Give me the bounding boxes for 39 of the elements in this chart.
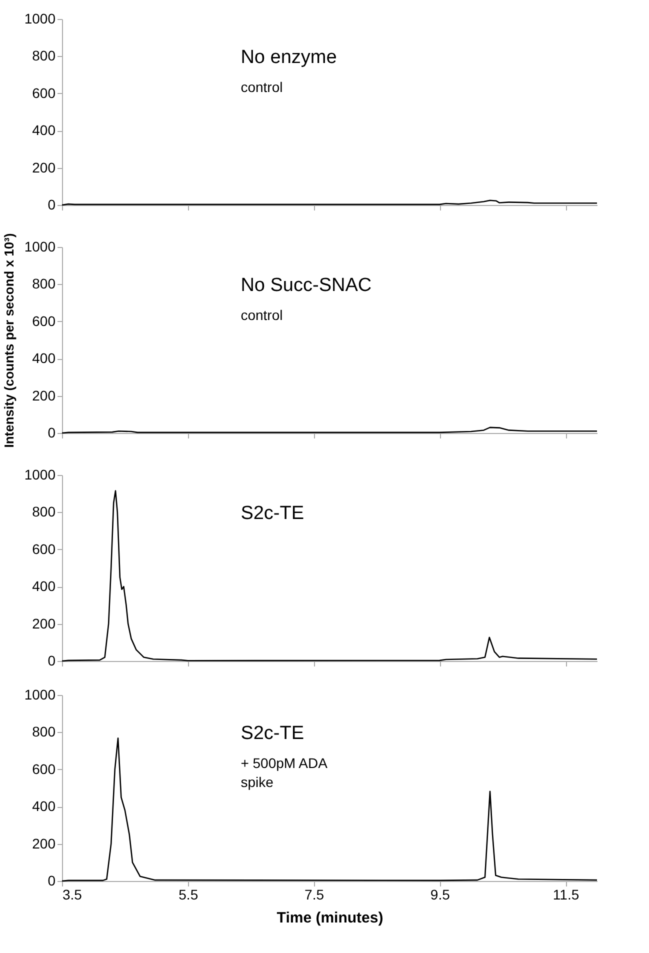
- annotation: S2c-TE: [240, 723, 304, 744]
- annotation: spike: [240, 774, 274, 790]
- annotation: No Succ-SNAC: [240, 275, 372, 296]
- y-tick-label: 200: [32, 159, 56, 176]
- x-tick-label: 9.5: [430, 886, 450, 902]
- y-tick-label: 800: [32, 276, 56, 292]
- x-tick-label: 11.5: [552, 886, 580, 902]
- y-tick-label: 1000: [24, 686, 56, 702]
- y-tick-label: 800: [32, 724, 56, 740]
- y-tick-label: 400: [32, 578, 56, 594]
- y-tick-label: 800: [32, 504, 56, 520]
- y-tick-label: 400: [32, 798, 56, 814]
- annotation: control: [240, 307, 283, 323]
- y-tick-label: 1000: [24, 10, 56, 26]
- y-tick-label: 0: [48, 872, 56, 888]
- y-tick-label: 600: [32, 84, 56, 101]
- annotation: No enzyme: [240, 47, 337, 68]
- annotation: control: [240, 79, 283, 95]
- y-tick-label: 200: [32, 835, 56, 852]
- y-tick-label: 600: [32, 760, 56, 777]
- y-tick-label: 600: [32, 540, 56, 557]
- y-tick-label: 0: [48, 424, 56, 440]
- y-tick-label: 200: [32, 387, 56, 404]
- annotation: + 500pM ADA: [240, 755, 328, 771]
- y-tick-label: 0: [48, 652, 56, 668]
- y-tick-label: 0: [48, 196, 56, 212]
- y-tick-label: 600: [32, 312, 56, 329]
- y-axis-title: Intensity (counts per second x 10³): [1, 233, 16, 448]
- x-tick-label: 5.5: [178, 886, 198, 902]
- y-tick-label: 400: [32, 122, 56, 138]
- x-tick-label: 7.5: [304, 886, 324, 902]
- y-tick-label: 800: [32, 48, 56, 64]
- y-tick-label: 1000: [24, 238, 56, 254]
- y-tick-label: 1000: [24, 466, 56, 482]
- y-tick-label: 200: [32, 615, 56, 632]
- x-tick-label: 3.5: [62, 886, 82, 902]
- annotation: S2c-TE: [240, 503, 304, 524]
- x-axis-title: Time (minutes): [276, 910, 384, 926]
- y-tick-label: 400: [32, 350, 56, 366]
